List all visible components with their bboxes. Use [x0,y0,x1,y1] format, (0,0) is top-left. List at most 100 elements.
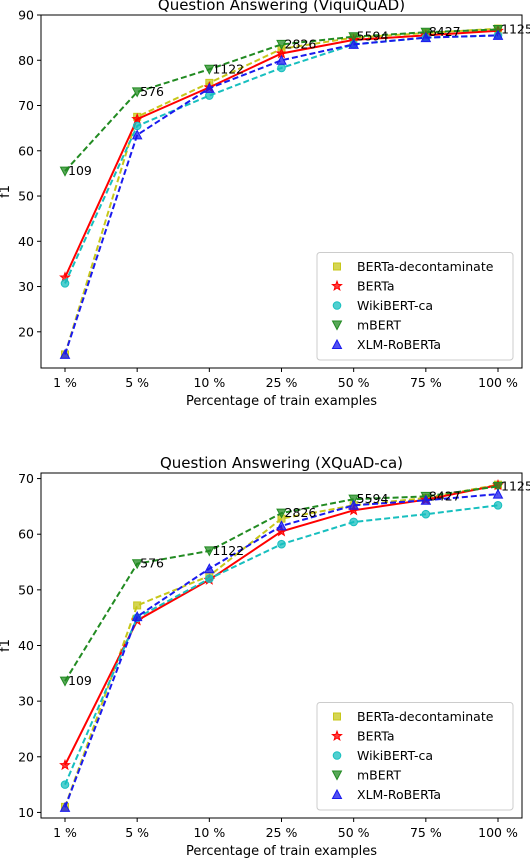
chart-title: Question Answering (XQuAD-ca) [160,454,403,472]
y-tick-label: 50 [18,582,34,597]
y-tick-label: 60 [18,143,34,158]
legend-box [316,252,514,361]
data-point [204,64,215,75]
x-tick-label: 50 % [338,375,370,390]
y-tick-label: 60 [18,527,34,542]
x-tick-label: 75 % [410,825,442,840]
data-point [59,348,71,359]
x-tick-label: 5 % [125,825,149,840]
x-axis-label: Percentage of train examples [186,394,377,409]
legend-box [316,702,514,811]
data-point [204,546,215,557]
sample-count-annotation: 576 [140,84,164,99]
data-point [420,494,432,505]
sample-count-annotation: 2826 [285,36,317,51]
legend-marker [333,712,341,721]
legend-label: XLM-RoBERTa [357,787,441,802]
chart-title: Question Answering (ViquiQuAD) [158,0,405,14]
x-axis-label: Percentage of train examples [186,844,377,859]
sample-count-annotation: 576 [140,556,164,571]
series-line-wikibert-ca [64,34,499,284]
data-point [276,508,287,519]
data-point [131,87,143,98]
sample-count-annotation: 109 [68,163,92,178]
legend-label: mBERT [357,318,401,333]
data-point [205,574,214,584]
data-point [348,494,359,505]
legend: BERTa-decontaminate BERTa WikiBERT-ca mBERT… [316,702,514,811]
data-point [421,509,431,519]
data-point [205,91,214,100]
data-point [133,601,142,610]
legend-marker [332,301,342,310]
data-point [204,563,215,574]
legend-label: BERTa [357,729,394,744]
y-tick-label: 90 [18,8,34,23]
x-tick-label: 25 % [266,375,298,390]
legend-marker [332,751,342,760]
data-point [277,63,286,73]
x-tick-label: 1 % [53,375,77,390]
data-point [59,801,71,812]
y-tick-label: 70 [18,471,34,486]
legend-label: BERTa-decontaminate [357,259,494,274]
legend-label: WikiBERT-ca [357,748,433,763]
y-tick-label: 20 [18,749,34,764]
y-tick-label: 30 [18,279,34,294]
y-axis-label: f1 [0,185,13,198]
data-point [276,54,287,65]
x-tick-label: 25 % [266,825,298,840]
data-point [131,129,143,140]
data-point [131,112,144,125]
y-tick-label: 70 [18,98,34,113]
legend-marker [331,788,343,799]
x-tick-label: 10 % [193,825,225,840]
x-tick-label: 5 % [125,375,149,390]
legend-marker [331,338,343,349]
chart-2: Question Answering (XQuAD-ca) 10 20 30 40 50 6… [0,454,530,859]
data-point [204,82,215,93]
y-tick-label: 40 [18,638,34,653]
sample-count-annotation: 11255 [501,21,530,36]
data-point [349,517,358,527]
legend-label: BERTa [357,279,394,294]
sample-count-annotation: 109 [68,673,92,688]
legend-marker [331,320,343,331]
legend-marker [331,279,343,292]
data-point [131,610,143,622]
legend-label: BERTa-decontaminate [357,709,494,724]
data-point [420,32,432,43]
data-point [348,32,359,43]
sample-count-annotation: 11255 [501,478,530,493]
sample-count-annotation: 5594 [357,29,389,44]
y-axis-label: f1 [0,639,13,652]
legend: BERTa-decontaminate BERTa WikiBERT-ca mBERT… [316,252,514,361]
data-point [132,121,142,131]
legend-marker [331,729,343,742]
sample-count-annotation: 2826 [285,505,317,520]
y-tick-label: 20 [18,324,34,339]
x-tick-label: 1 % [53,825,77,840]
data-point [277,539,286,549]
chart-1: Question Answering (ViquiQuAD) 20 30 40 50 60… [0,0,530,409]
legend-label: XLM-RoBERTa [357,337,441,352]
data-point [131,559,143,570]
sample-count-annotation: 1122 [212,543,244,558]
x-tick-label: 75 % [410,375,442,390]
x-tick-label: 50 % [338,825,370,840]
legend-marker [333,262,341,271]
legend-label: mBERT [357,768,401,783]
data-point [276,39,287,50]
data-point [59,676,71,687]
x-tick-label: 100 % [478,375,518,390]
sample-count-annotation: 8427 [429,488,461,503]
x-tick-label: 100 % [478,825,518,840]
sample-count-annotation: 1122 [212,61,244,76]
sample-count-annotation: 8427 [429,24,461,39]
data-point [493,500,503,510]
legend-label: WikiBERT-ca [357,298,433,313]
data-point [60,780,70,789]
y-tick-label: 30 [18,694,34,709]
data-point [348,38,359,49]
